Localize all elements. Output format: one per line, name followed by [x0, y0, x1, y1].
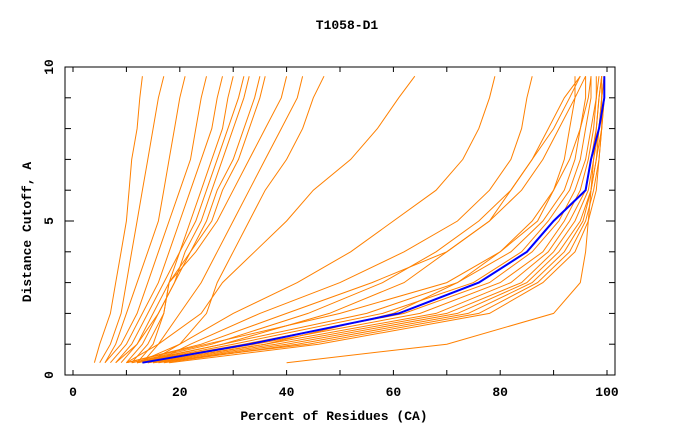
model-curve-12 — [142, 76, 304, 364]
model-curve-23 — [153, 76, 603, 364]
model-curve-7 — [120, 76, 245, 364]
model-curve-15 — [147, 76, 496, 364]
model-curve-3 — [104, 76, 186, 363]
x-tick-label: 40 — [279, 385, 295, 400]
highlight-curve — [142, 76, 606, 364]
y-axis-label: Distance Cutoff, A — [20, 162, 35, 303]
y-tick-label: 0 — [42, 371, 57, 379]
model-curve-13 — [136, 75, 325, 364]
model-curve-21 — [142, 76, 600, 364]
model-curve-6 — [115, 76, 234, 364]
model-curve-26 — [153, 76, 605, 364]
model-curve-11 — [136, 76, 288, 364]
model-curve-24 — [158, 76, 605, 364]
series-layer — [93, 75, 606, 364]
model-curve-18 — [131, 76, 587, 364]
x-tick-label: 20 — [172, 385, 188, 400]
x-tick-label: 100 — [595, 385, 619, 400]
x-axis-label: Percent of Residues (CA) — [240, 409, 427, 424]
model-curve-28 — [286, 76, 603, 364]
chart-title: T1058-D1 — [316, 18, 379, 33]
x-tick-label: 80 — [492, 385, 508, 400]
model-curve-2 — [99, 76, 165, 363]
model-curve-14 — [126, 75, 416, 364]
model-curve-10 — [131, 76, 266, 364]
model-curve-4 — [104, 76, 207, 364]
model-curve-1 — [93, 76, 143, 363]
model-curve-31 — [126, 75, 587, 364]
model-curve-30 — [131, 75, 581, 364]
x-tick-label: 60 — [386, 385, 402, 400]
model-curve-5 — [110, 76, 223, 364]
y-tick-label: 5 — [42, 217, 57, 225]
ticks-layer: 0 20 40 60 80 100 0 5 10 — [42, 59, 619, 400]
model-curve-19 — [137, 76, 592, 364]
model-curve-9 — [115, 76, 261, 364]
x-tick-label: 0 — [69, 385, 77, 400]
y-tick-label: 10 — [42, 59, 57, 75]
model-curve-8 — [126, 76, 250, 364]
model-curve-29 — [136, 75, 581, 364]
model-curve-16 — [152, 76, 533, 364]
